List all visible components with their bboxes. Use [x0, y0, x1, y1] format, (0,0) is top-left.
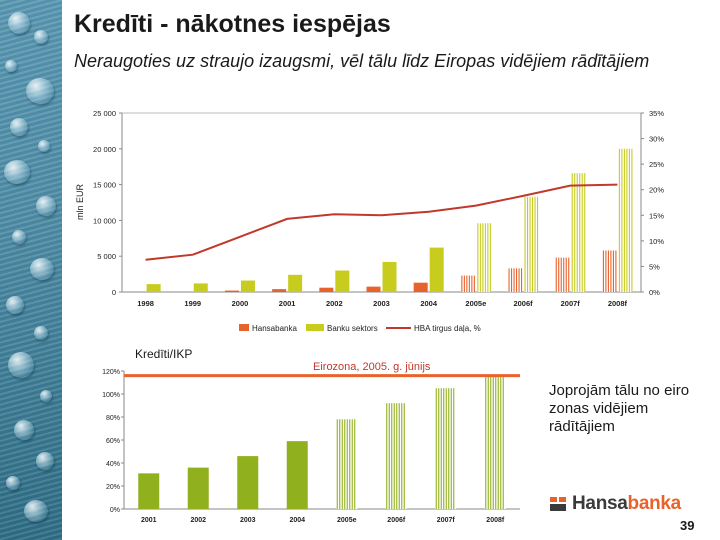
page-number: 39 [680, 518, 695, 533]
x-tick-label: 1999 [184, 299, 201, 308]
euro-area-annotation: Eirozona, 2005. g. jūnijs [313, 361, 431, 373]
bar-hansabanka [602, 250, 617, 292]
hansabanka-logo: Hansabanka [548, 493, 718, 515]
bar-banku-sektors [335, 270, 350, 292]
y-tick-label: 25 000 [93, 109, 116, 118]
bar-hansabanka [366, 286, 381, 292]
x-tick-label: 2006f [513, 299, 533, 308]
note-text: Joprojām tālu no eiro zonas vidējiem rād… [549, 382, 690, 435]
ratio-x-tick-label: 2004 [289, 517, 305, 524]
ratio-x-tick-label: 2007f [437, 517, 456, 524]
ratio-bar [435, 388, 457, 509]
logo-word-hansa: Hansa [572, 493, 628, 514]
ratio-y-tick-label: 60% [106, 438, 120, 445]
bar-banku-sektors [146, 284, 161, 292]
slide-title: Kredīti - nākotnes iespējas [74, 10, 391, 38]
ratio-x-tick-label: 2003 [240, 517, 256, 524]
ratio-y-tick-label: 80% [106, 415, 120, 422]
bar-banku-sektors [193, 283, 208, 292]
bar-hansabanka [413, 282, 428, 292]
ratio-bar [385, 403, 407, 509]
y-tick-label: 10 000 [93, 216, 116, 225]
bar-hansabanka [460, 275, 475, 292]
logo-word-banka: banka [627, 493, 682, 514]
bar-hansabanka-bg [602, 250, 617, 292]
ratio-bar [187, 467, 209, 509]
bar-banku-sektors-bg [618, 148, 633, 292]
bar-hansabanka [319, 287, 334, 292]
ratio-y-tick-label: 20% [106, 484, 120, 491]
y-tick-label: 15 000 [93, 181, 116, 190]
legend-swatch-hansabanka [239, 324, 249, 331]
y2-tick-label: 20% [649, 186, 664, 195]
bar-banku-sektors-bg [476, 223, 491, 292]
slide-subtitle: Neraugoties uz straujo izaugsmi, vēl tāl… [74, 51, 650, 71]
bar-hansabanka [555, 257, 570, 292]
x-tick-label: 2002 [326, 299, 343, 308]
legend-label-banku-sektors: Banku sektors [327, 324, 378, 333]
y2-tick-label: 30% [649, 135, 664, 144]
bar-banku-sektors [571, 173, 586, 292]
ratio-y-tick-label: 0% [110, 507, 120, 514]
water-drops-decoration [0, 0, 62, 540]
y2-tick-label: 0% [649, 288, 660, 297]
x-tick-label: 2008f [608, 299, 628, 308]
ratio-x-tick-label: 2005e [337, 517, 357, 524]
y-tick-label: 20 000 [93, 145, 116, 154]
bar-banku-sektors [618, 148, 633, 292]
bar-hansabanka-bg [555, 257, 570, 292]
x-tick-label: 2005e [465, 299, 486, 308]
legend-swatch-banku-sektors [306, 324, 324, 331]
y-axis-label: mln EUR [75, 184, 85, 221]
ratio-y-tick-label: 40% [106, 461, 120, 468]
y2-tick-label: 25% [649, 160, 664, 169]
credit-chart: mln EUR 25 000 20 000 15 000 10 000 5 000 0 3… [75, 109, 664, 333]
ratio-x-tick-label: 2006f [387, 517, 406, 524]
bar-banku-sektors [524, 196, 539, 292]
ratio-bar [336, 419, 358, 509]
ratio-chart-title: Kredīti/IKP [135, 347, 192, 361]
bar-banku-sektors-bg [571, 173, 586, 292]
ratio-chart: Kredīti/IKP Eirozona, 2005. g. jūnijs 12… [102, 347, 520, 524]
ratio-y-tick-label: 120% [102, 369, 120, 376]
x-tick-label: 1998 [137, 299, 154, 308]
bar-hansabanka-bg [460, 275, 475, 292]
bar-banku-sektors [382, 261, 397, 292]
legend-label-hansabanka: Hansabanka [252, 324, 297, 333]
ratio-bar [138, 473, 160, 509]
ratio-bar [286, 441, 308, 509]
ratio-x-tick-label: 2008f [486, 517, 505, 524]
y-tick-label: 0 [112, 288, 116, 297]
bar-hansabanka [508, 268, 523, 292]
bar-hansabanka [224, 290, 239, 292]
x-tick-label: 2004 [420, 299, 438, 308]
bar-banku-sektors [429, 247, 444, 292]
bar-banku-sektors [288, 274, 303, 292]
y-tick-label: 5 000 [97, 252, 116, 261]
bar-banku-sektors [476, 223, 491, 292]
hansabanka-logo-icon [550, 497, 566, 511]
ratio-y-tick-label: 100% [102, 392, 120, 399]
y2-tick-label: 15% [649, 211, 664, 220]
legend-label-line: HBA tirgus daļa, % [414, 324, 481, 333]
chart-legend: Hansabanka Banku sektors HBA tirgus daļa… [239, 324, 481, 333]
bar-hansabanka [272, 289, 287, 292]
ratio-x-tick-label: 2001 [141, 517, 157, 524]
x-tick-label: 2001 [279, 299, 296, 308]
y2-tick-label: 35% [649, 109, 664, 118]
bar-hansabanka-bg [508, 268, 523, 292]
market-share-line [145, 183, 618, 261]
ratio-x-tick-label: 2002 [190, 517, 206, 524]
x-tick-label: 2007f [561, 299, 581, 308]
x-tick-label: 2003 [373, 299, 390, 308]
ratio-bar [484, 374, 506, 509]
bar-banku-sektors-bg [524, 196, 539, 292]
y2-tick-label: 10% [649, 237, 664, 246]
bar-banku-sektors [240, 280, 255, 292]
y2-tick-label: 5% [649, 262, 660, 271]
x-tick-label: 2000 [232, 299, 249, 308]
ratio-bar [237, 456, 259, 509]
